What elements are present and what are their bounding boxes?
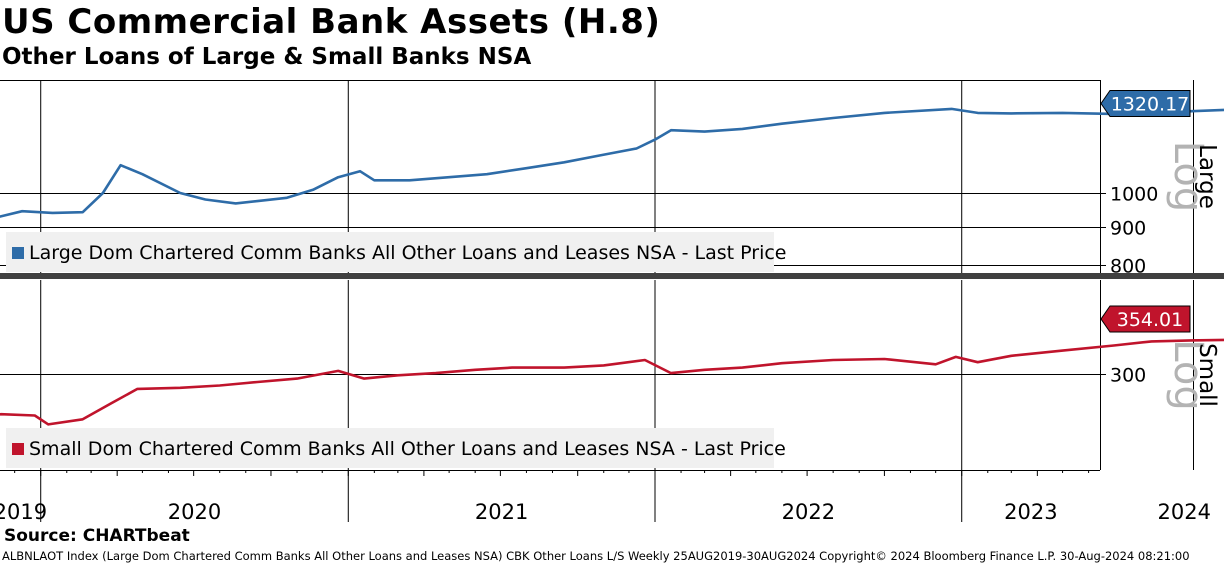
x-tick-label-2024: 2024 xyxy=(1157,500,1210,524)
series-lines xyxy=(0,107,1224,426)
last-value-label-small: 354.01 xyxy=(1117,309,1183,331)
y-tick-label-800: 800 xyxy=(1110,256,1146,278)
chart-axes xyxy=(0,80,1224,476)
x-tick-label-2022: 2022 xyxy=(782,500,835,524)
legend-label-large: Large Dom Chartered Comm Banks All Other… xyxy=(29,242,787,264)
legend-swatch-large xyxy=(12,247,24,259)
panel-divider xyxy=(0,273,1224,279)
x-tick-label-2020: 2020 xyxy=(168,500,221,524)
y-tick-label-300: 300 xyxy=(1110,365,1146,387)
last-value-label-large: 1320.17 xyxy=(1111,93,1190,115)
x-tick-label-2019: 2019 xyxy=(0,500,47,524)
source-note: Source: CHARTbeat xyxy=(4,526,190,546)
panel-label-large: Large xyxy=(1194,144,1220,209)
log-scale-label-small: Log xyxy=(1165,339,1211,410)
footer-info: ALBNLAOT Index (Large Dom Chartered Comm… xyxy=(2,549,1190,563)
x-tick-label-2023: 2023 xyxy=(1004,500,1057,524)
legend-label-small: Small Dom Chartered Comm Banks All Other… xyxy=(29,438,786,460)
series-line-large xyxy=(0,107,1224,218)
axis-labels: 80090010003001320.17354.01LogLargeLogSma… xyxy=(0,89,1220,524)
legend-box-large xyxy=(6,232,774,272)
chart-subtitle: Other Loans of Large & Small Banks NSA xyxy=(2,44,532,70)
panel-label-small: Small xyxy=(1194,343,1220,407)
series-line-small xyxy=(0,338,1224,426)
last-value-tag-large xyxy=(1100,89,1191,117)
legend-swatch-small xyxy=(12,443,24,455)
y-tick-label-1000: 1000 xyxy=(1110,184,1158,206)
chart-title: US Commercial Bank Assets (H.8) xyxy=(2,2,661,42)
log-scale-label-large: Log xyxy=(1165,141,1211,212)
last-value-tag-small xyxy=(1100,305,1191,333)
value-gridlines xyxy=(0,193,1106,375)
year-gridlines xyxy=(40,80,963,522)
x-tick-label-2021: 2021 xyxy=(475,500,528,524)
y-tick-label-900: 900 xyxy=(1110,218,1146,240)
legends: Large Dom Chartered Comm Banks All Other… xyxy=(6,232,787,468)
legend-box-small xyxy=(6,428,774,468)
